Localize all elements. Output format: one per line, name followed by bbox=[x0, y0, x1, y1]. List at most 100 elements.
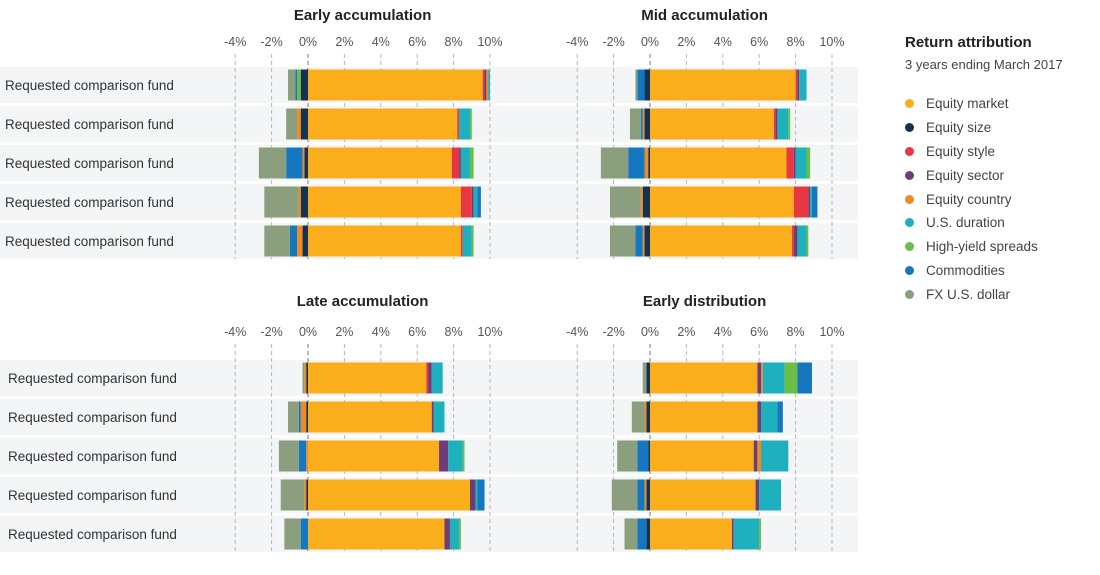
legend-label: Equity country bbox=[926, 191, 1012, 207]
bar-segment bbox=[298, 440, 307, 472]
bar-segment bbox=[308, 186, 461, 218]
row-label: Requested comparison fund bbox=[5, 156, 174, 171]
x-tick-label: 10% bbox=[819, 35, 844, 49]
legend-label: Equity style bbox=[926, 143, 996, 159]
bar-segment bbox=[784, 362, 798, 394]
bar-segment bbox=[617, 440, 638, 472]
x-tick-label: 0% bbox=[299, 35, 317, 49]
bar-segment bbox=[644, 225, 650, 257]
bar-segment bbox=[298, 186, 301, 218]
x-tick-label: 4% bbox=[714, 325, 732, 339]
bar-segment bbox=[278, 440, 299, 472]
x-tick-label: 2% bbox=[335, 325, 353, 339]
bar-segment bbox=[286, 147, 303, 179]
bar-segment bbox=[637, 518, 647, 550]
bar-segment bbox=[755, 479, 760, 511]
bar-segment bbox=[471, 186, 474, 218]
chart-title: Late accumulation bbox=[297, 293, 429, 310]
bar-segment bbox=[635, 69, 638, 101]
bar-segment bbox=[795, 147, 807, 179]
bar-segment bbox=[644, 147, 649, 179]
bar-segment bbox=[650, 225, 792, 257]
bar-segment bbox=[642, 108, 645, 140]
legend-label: High-yield spreads bbox=[926, 239, 1038, 255]
bar-segment bbox=[640, 108, 643, 140]
chart-panel: -4% -2% 0% 2% 4% 6% 8% 10% Early distribution bbox=[566, 293, 845, 552]
legend-label: Equity market bbox=[926, 96, 1009, 112]
x-tick-label: 6% bbox=[408, 325, 426, 339]
row-label: Requested comparison fund bbox=[8, 449, 177, 464]
bar-segment bbox=[473, 186, 478, 218]
bar-segment bbox=[484, 69, 487, 101]
bar-segment bbox=[650, 401, 758, 433]
bar-segment bbox=[808, 186, 811, 218]
chart-title: Early distribution bbox=[643, 293, 766, 310]
bar-segment bbox=[775, 108, 778, 140]
bar-segment bbox=[777, 401, 783, 433]
legend-title: Return attribution bbox=[905, 34, 1032, 51]
legend-item: Equity country bbox=[905, 187, 1095, 211]
chart-panel: -4% -2% 0% 2% 4% 6% 8% 10% Mid accumulation bbox=[566, 7, 845, 259]
legend-swatch bbox=[905, 146, 914, 156]
bar-segment bbox=[448, 440, 463, 472]
legend-swatch bbox=[905, 265, 914, 275]
legend-item: High-yield spreads bbox=[905, 235, 1095, 259]
bar-segment bbox=[646, 479, 650, 511]
bar-segment bbox=[287, 401, 299, 433]
bar-segment bbox=[302, 147, 305, 179]
bar-segment bbox=[761, 401, 778, 433]
x-tick-label: 4% bbox=[714, 35, 732, 49]
x-tick-label: 6% bbox=[750, 35, 768, 49]
bar-segment bbox=[646, 401, 650, 433]
bar-segment bbox=[797, 69, 800, 101]
bar-segment bbox=[646, 362, 650, 394]
bar-segment bbox=[308, 108, 458, 140]
bar-segment bbox=[308, 518, 445, 550]
bar-segment bbox=[308, 479, 470, 511]
bar-segment bbox=[650, 186, 794, 218]
x-tick-label: -2% bbox=[602, 35, 624, 49]
bar-segment bbox=[811, 186, 818, 218]
bar-segment bbox=[757, 362, 762, 394]
bar-segment bbox=[302, 362, 305, 394]
legend-subtitle: 3 years ending March 2017 bbox=[905, 57, 1063, 72]
x-tick-label: -4% bbox=[566, 35, 588, 49]
chart-title: Mid accumulation bbox=[641, 7, 768, 24]
bar-segment bbox=[791, 225, 794, 257]
legend-label: Commodities bbox=[926, 262, 1005, 278]
bar-segment bbox=[628, 147, 645, 179]
row-label: Requested comparison fund bbox=[8, 410, 177, 425]
bar-segment bbox=[451, 147, 460, 179]
bar-segment bbox=[611, 479, 638, 511]
x-tick-label: 8% bbox=[445, 325, 463, 339]
bar-segment bbox=[762, 362, 785, 394]
bar-segment bbox=[795, 69, 798, 101]
bar-segment bbox=[797, 362, 812, 394]
bar-segment bbox=[629, 108, 641, 140]
bar-segment bbox=[600, 147, 629, 179]
x-tick-label: -2% bbox=[260, 35, 282, 49]
bar-segment bbox=[471, 225, 474, 257]
bar-segment bbox=[428, 362, 432, 394]
legend: Return attribution 3 years ending March … bbox=[905, 34, 1095, 306]
bar-segment bbox=[431, 401, 434, 433]
bar-segment bbox=[457, 108, 460, 140]
bar-segment bbox=[761, 362, 763, 394]
bar-segment bbox=[609, 225, 636, 257]
bar-segment bbox=[460, 147, 470, 179]
legend-label: Equity sector bbox=[926, 167, 1005, 183]
x-tick-label: 8% bbox=[787, 35, 805, 49]
bar-segment bbox=[300, 518, 308, 550]
legend-item: Equity sector bbox=[905, 163, 1095, 187]
bar-segment bbox=[460, 225, 463, 257]
x-tick-label: 8% bbox=[445, 35, 463, 49]
bar-segment bbox=[648, 440, 650, 472]
bar-segment bbox=[648, 147, 650, 179]
x-tick-label: 4% bbox=[372, 35, 390, 49]
bar-segment bbox=[642, 362, 647, 394]
x-tick-label: -4% bbox=[566, 325, 588, 339]
bar-segment bbox=[459, 518, 461, 550]
bar-segment bbox=[757, 440, 762, 472]
bar-segment bbox=[306, 401, 308, 433]
bar-segment bbox=[650, 147, 787, 179]
